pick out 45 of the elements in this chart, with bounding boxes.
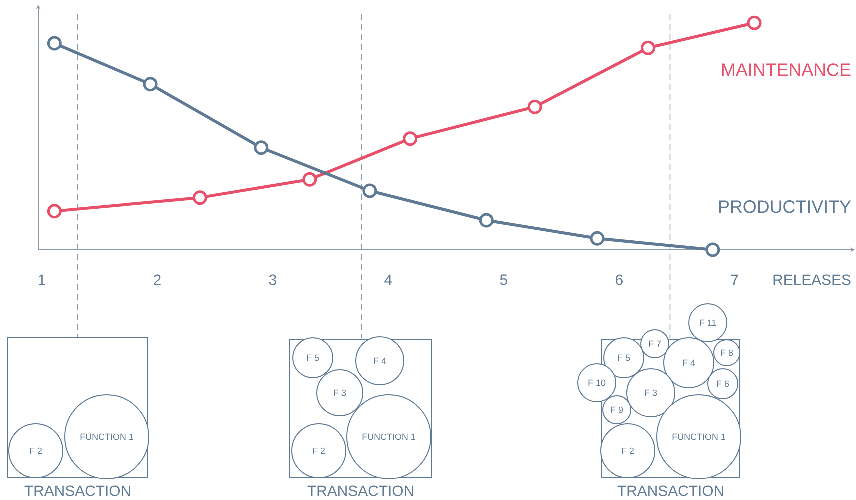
point (528, 100, 542, 114)
text: TRANSACTION (618, 486, 724, 496)
x-tick-label: 5 (500, 274, 508, 286)
text: F 6 (717, 380, 730, 388)
text: F 3 (334, 390, 346, 396)
text: F 2 (313, 448, 326, 454)
text: F 9 (611, 406, 624, 414)
text: TRANSACTION (308, 486, 414, 496)
point (47, 36, 62, 51)
text: FUNCTION 1 (80, 434, 134, 440)
text: F 4 (683, 360, 696, 366)
text: F 5 (307, 354, 320, 362)
text: TRANSACTION (24, 486, 130, 496)
point (362, 184, 378, 198)
x-axis-title: RELEASES (774, 274, 851, 286)
point (254, 140, 269, 156)
text: F 8 (721, 350, 734, 356)
x-tick-label: 6 (616, 274, 623, 286)
x-tick-label: 1 (38, 274, 46, 286)
text: FUNCTION 1 (362, 434, 416, 440)
text: F 4 (374, 358, 386, 364)
point (403, 132, 418, 146)
series-label: MAINTENANCE (722, 64, 851, 76)
point (192, 190, 208, 206)
point (47, 204, 62, 219)
text: F 11 (700, 320, 716, 326)
point (590, 231, 605, 246)
x-tick-label: 3 (269, 274, 276, 286)
series-label: PRODUCTIVITY (719, 200, 852, 214)
text: F 2 (30, 448, 42, 454)
point (747, 16, 762, 30)
x-tick-label: 4 (384, 274, 392, 286)
point (479, 213, 494, 228)
point (143, 77, 158, 92)
text: F 10 (588, 380, 606, 386)
point (302, 172, 318, 187)
text: FUNCTION 1 (672, 434, 726, 440)
x-tick-label: 7 (732, 274, 738, 286)
text: F 2 (622, 448, 634, 454)
point (706, 242, 720, 258)
text: F 3 (645, 390, 658, 396)
point (641, 40, 656, 56)
x-tick-label: 2 (154, 274, 161, 286)
text: F 5 (618, 354, 630, 362)
text: F 7 (649, 340, 662, 348)
